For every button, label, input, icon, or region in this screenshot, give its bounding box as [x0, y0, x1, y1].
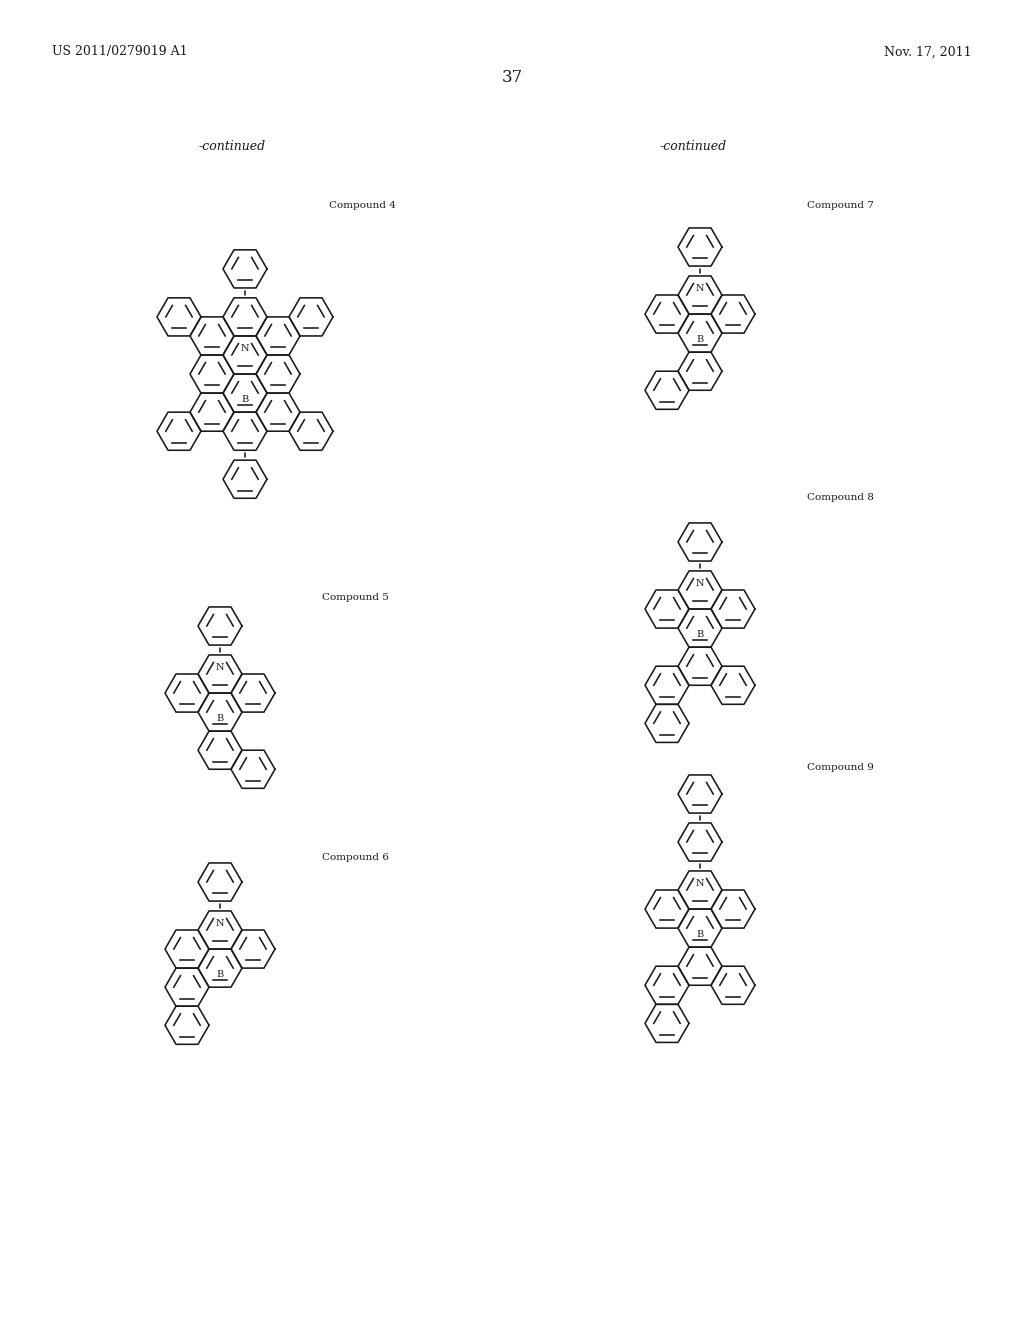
Text: N: N — [241, 345, 249, 352]
Text: B: B — [242, 395, 249, 404]
Text: B: B — [216, 970, 223, 979]
Text: B: B — [696, 630, 703, 639]
Text: Nov. 17, 2011: Nov. 17, 2011 — [885, 45, 972, 58]
Text: -continued: -continued — [659, 140, 727, 153]
Text: US 2011/0279019 A1: US 2011/0279019 A1 — [52, 45, 187, 58]
Text: Compound 6: Compound 6 — [322, 854, 388, 862]
Text: N: N — [695, 579, 705, 587]
Text: N: N — [695, 284, 705, 293]
Text: B: B — [696, 335, 703, 345]
Text: N: N — [695, 879, 705, 888]
Text: Compound 8: Compound 8 — [807, 494, 873, 503]
Text: -continued: -continued — [199, 140, 265, 153]
Text: Compound 5: Compound 5 — [322, 593, 388, 602]
Text: 37: 37 — [502, 69, 522, 86]
Text: Compound 4: Compound 4 — [329, 201, 395, 210]
Text: B: B — [696, 931, 703, 940]
Text: Compound 9: Compound 9 — [807, 763, 873, 772]
Text: N: N — [216, 663, 224, 672]
Text: Compound 7: Compound 7 — [807, 201, 873, 210]
Text: B: B — [216, 714, 223, 723]
Text: N: N — [216, 919, 224, 928]
